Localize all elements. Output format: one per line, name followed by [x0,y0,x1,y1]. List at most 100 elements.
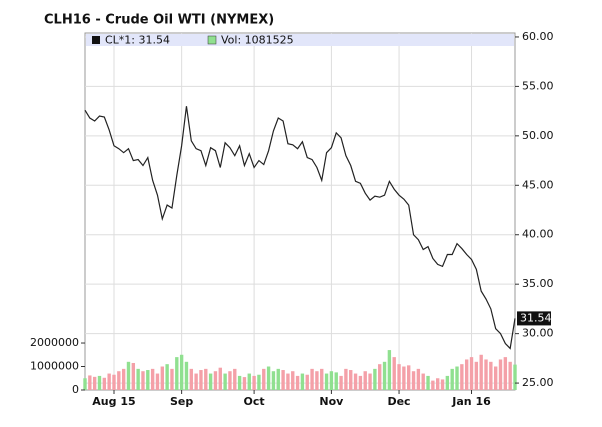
volume-bar [378,364,382,390]
volume-bar [295,375,300,390]
volume-bar [484,359,488,390]
volume-bar [503,357,508,390]
y-tick-label: 50.00 [522,129,554,142]
volume-bar [141,371,145,390]
legend-label: Vol: 1081525 [221,34,294,47]
y-tick-label: 55.00 [522,79,554,92]
volume-bar [218,367,222,390]
volume-bar [421,373,425,390]
last-value-label: 31.54 [520,311,552,324]
volume-bar [237,375,242,390]
volume-bar [493,366,498,390]
volume-bar [479,354,483,390]
x-tick-label: Sep [170,395,193,408]
last-value-box [517,311,551,326]
volume-bar [184,361,189,390]
volume-bar [445,375,450,390]
y-tick-label: 40.00 [522,228,554,241]
y-tick-label: 35.00 [522,277,554,290]
volume-bar [513,364,517,390]
plot-frame [84,32,516,391]
volume-bar [97,375,102,390]
volume-bar [469,357,474,390]
volume-bar [455,366,459,390]
volume-bar [344,368,348,390]
volume-bar [179,354,184,390]
volume-bar [175,357,179,390]
volume-bar [300,373,305,390]
y-tick-label: 45.00 [522,178,554,191]
volume-bar [464,359,469,390]
volume-bar [233,368,237,390]
price-line [84,106,516,350]
volume-bar [213,371,218,390]
volume-bar [271,371,276,390]
volume-bar [315,371,319,390]
volume-bar [411,371,416,390]
volume-bar [252,375,256,390]
volume-bar [146,370,150,390]
x-tick-label: Oct [244,395,265,408]
y-tick-label: 25.00 [522,376,554,389]
volume-bar [102,377,107,390]
legend-label: CL*1: 31.54 [105,34,170,47]
volume-bar [407,365,411,390]
volume-bar [286,373,290,390]
volume-bar [223,373,227,390]
volume-bar [387,350,392,390]
volume-bar [474,361,479,390]
legend-swatch [92,36,100,44]
volume-bar [155,373,160,390]
volume-bar [320,368,324,390]
volume-bar [112,374,116,390]
x-tick-label: Jan 16 [451,395,491,408]
volume-bar [353,373,358,390]
y2-tick-label: 0 [72,383,79,396]
volume-bar [136,368,140,390]
y2-tick-label: 2000000 [30,336,79,349]
x-tick-label: Aug 15 [92,395,135,408]
volume-bar [117,371,121,390]
volume-bar [426,375,430,390]
volume-bar [440,379,445,390]
volume-bar [310,368,314,390]
volume-bar [131,362,136,390]
volume-bar [281,370,285,390]
volume-bar [262,368,266,390]
volume-bar [339,375,343,390]
y2-tick-label: 1000000 [30,360,79,373]
volume-bar [208,373,213,390]
volume-bar [402,366,406,390]
volume-bar [416,368,421,390]
x-tick-label: Dec [387,395,410,408]
volume-bar [368,373,372,390]
volume-bar [363,371,367,390]
volume-bar [436,378,440,390]
volume-bar [266,366,271,390]
volume-bar [88,375,92,390]
chart-title: CLH16 - Crude Oil WTI (NYMEX) [44,13,274,28]
volume-bar [160,366,164,390]
volume-bar [392,357,396,390]
volume-bar [165,364,169,390]
volume-bar [397,364,401,390]
volume-bar [431,380,435,390]
volume-bar [257,374,261,390]
volume-bar [126,361,131,390]
volume-bar [189,368,193,390]
volume-bar [247,373,251,390]
volume-bar [121,368,126,390]
volume-bar [498,359,503,390]
volume-bar [373,368,377,390]
legend-swatch [207,35,217,45]
volume-bar [489,361,493,390]
volume-bar [334,372,338,390]
volume-bar [329,371,334,390]
volume-bar [150,368,155,390]
volume-bar [228,371,232,390]
marks [83,106,517,390]
volume-bar [324,373,329,390]
volume-bar [276,368,280,390]
volume-bar [242,377,247,390]
